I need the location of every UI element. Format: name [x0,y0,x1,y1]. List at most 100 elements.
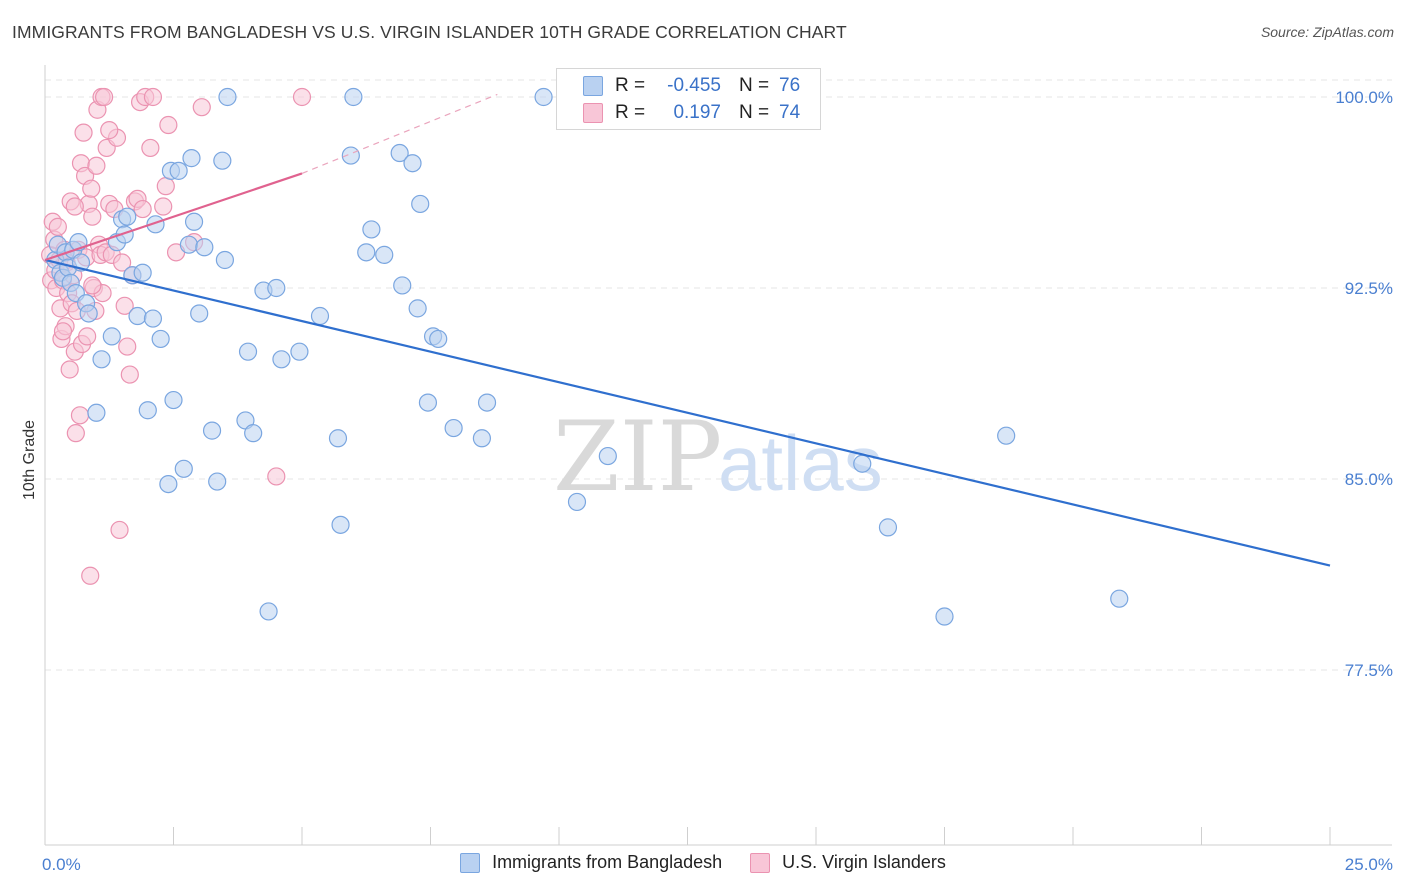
bangladesh-point-22 [133,263,152,282]
virgin-islander-point-29 [78,327,97,346]
bangladesh-point-59 [393,276,412,295]
bangladesh-point-13 [87,403,106,422]
bangladesh-point-30 [169,161,188,180]
legend-r-value-bangladesh: -0.455 [667,75,721,96]
bangladesh-point-19 [118,207,137,226]
legend-n-value-bangladesh: 76 [779,75,801,96]
bangladesh-point-29 [164,390,183,410]
virgin-islander-point-70 [65,197,84,216]
bangladesh-point-39 [213,151,232,170]
bangladesh-point-38 [208,472,227,491]
trend-lines [44,93,1331,567]
bangladesh-point-67 [472,429,491,448]
x-tick-labels: 0.0% 25.0% [42,855,1393,874]
virgin-islander-point-62 [154,197,173,216]
virgin-islander-point-64 [159,115,178,135]
legend-label-bangladesh: Immigrants from Bangladesh [492,852,723,872]
x-tick-label-0: 0.0% [42,855,81,874]
legend-item-bangladesh[interactable]: Immigrants from Bangladesh [460,852,722,873]
virgin-islander-point-6 [48,217,67,236]
y-tick-label-0: 100.0% [1335,88,1393,107]
bangladesh-point-70 [567,492,587,512]
axes [44,65,1392,846]
bangladesh-point-69 [534,87,553,107]
bangladesh-point-37 [202,421,222,440]
bangladesh-point-55 [357,243,376,262]
virgin-islander-point-36 [87,156,106,175]
bangladesh-point-25 [146,215,165,234]
legend-swatch-virgin-islanders [750,852,771,873]
virgin-islander-point-33 [83,207,102,226]
bangladesh-point-21 [128,306,147,326]
virgin-islander-point-71 [83,276,102,295]
bangladesh-point-54 [344,87,363,107]
legend-item-virgin-islanders[interactable]: U.S. Virgin Islanders [750,852,946,873]
bangladesh-point-65 [429,329,448,349]
bangladesh-point-44 [244,424,263,443]
bangladesh-point-68 [477,393,497,412]
bangladesh-point-61 [408,299,427,318]
virgin-islander-point-61 [143,87,163,107]
bangladesh-point-73 [878,518,898,537]
virgin-islander-point-63 [156,177,175,196]
virgin-islander-point-31 [81,566,100,585]
virgin-islander-point-52 [118,337,137,356]
virgin-islander-point-42 [95,87,114,107]
bangladesh-point-36 [195,238,214,257]
bangladesh-point-50 [310,306,330,326]
bangladesh-point-43 [238,342,258,361]
bangladesh-point-24 [143,309,163,328]
virgin-islander-point-53 [120,365,139,384]
trend-line-virgin-islanders [44,172,303,262]
bangladesh-point-33 [182,149,201,168]
bangladesh-point-62 [411,194,430,214]
stats-legend: R = -0.455 N = 76 R = 0.197 N = 74 [556,68,821,130]
bangladesh-point-18 [115,225,134,244]
virgin-islander-point-60 [141,138,160,158]
trend-line-bangladesh [44,258,1331,567]
legend-row-virgin-islanders: R = 0.197 N = 74 [557,99,800,127]
legend-r-value-virgin-islanders: 0.197 [673,102,721,123]
bangladesh-point-32 [179,235,199,254]
bangladesh-point-56 [362,220,381,239]
bangladesh-point-74 [935,607,954,626]
legend-swatch-virgin-islanders [583,103,603,123]
y-tick-label-1: 92.5% [1345,279,1393,298]
legend-label-virgin-islanders: U.S. Virgin Islanders [782,852,946,872]
y-tick-label-2: 85.0% [1345,470,1393,489]
bangladesh-point-60 [403,154,422,173]
virgin-islander-point-51 [115,296,134,315]
legend-swatch-bangladesh [583,76,603,96]
legend-r-label: R = [615,102,646,123]
x-tick-label-1: 25.0% [1345,855,1393,874]
bangladesh-point-76 [1110,589,1129,608]
virgin-islander-point-50 [112,253,132,272]
bangladesh-point-23 [138,401,157,420]
bangladesh-point-71 [598,446,617,466]
virgin-islander-point-67 [192,98,211,117]
bangladesh-point-47 [267,278,286,298]
bangladesh-point-51 [328,429,348,448]
bangladesh-point-26 [151,329,170,349]
series-legend: Immigrants from Bangladesh U.S. Virgin I… [0,852,1406,873]
legend-n-label: N = [739,75,770,96]
bangladesh-point-63 [418,393,438,412]
bangladesh-point-40 [215,250,234,270]
chart-source: Source: ZipAtlas.com [1260,24,1394,40]
trend-line-virgin-islanders-extension [301,93,498,174]
virgin-islander-point-23 [70,406,90,425]
bangladesh-point-75 [997,426,1016,445]
virgin-islander-point-72 [53,322,73,341]
bangladesh-point-12 [79,304,98,323]
virgin-islander-point-68 [267,467,286,486]
y-tick-labels: 100.0% 92.5% 85.0% 77.5% [1335,88,1393,680]
legend-n-value-virgin-islanders: 74 [779,102,801,123]
legend-swatch-bangladesh [460,852,481,873]
bangladesh-point-34 [184,212,204,231]
virgin-islander-point-32 [82,179,101,198]
bangladesh-point-57 [375,245,394,264]
bangladesh-point-66 [444,418,463,438]
virgin-islander-point-49 [110,520,129,540]
virgin-islander-point-15 [60,360,79,379]
